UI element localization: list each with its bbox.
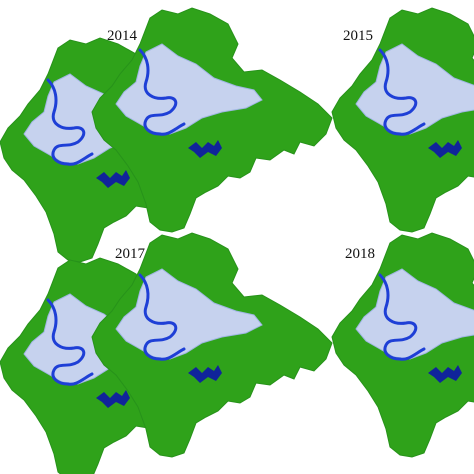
year-label-2018: 2018 xyxy=(345,246,375,262)
map-panel-right-bot xyxy=(331,232,474,458)
year-label-2014: 2014 xyxy=(107,28,137,44)
year-label-2015: 2015 xyxy=(343,28,373,44)
year-label-2017: 2017 xyxy=(115,246,145,262)
